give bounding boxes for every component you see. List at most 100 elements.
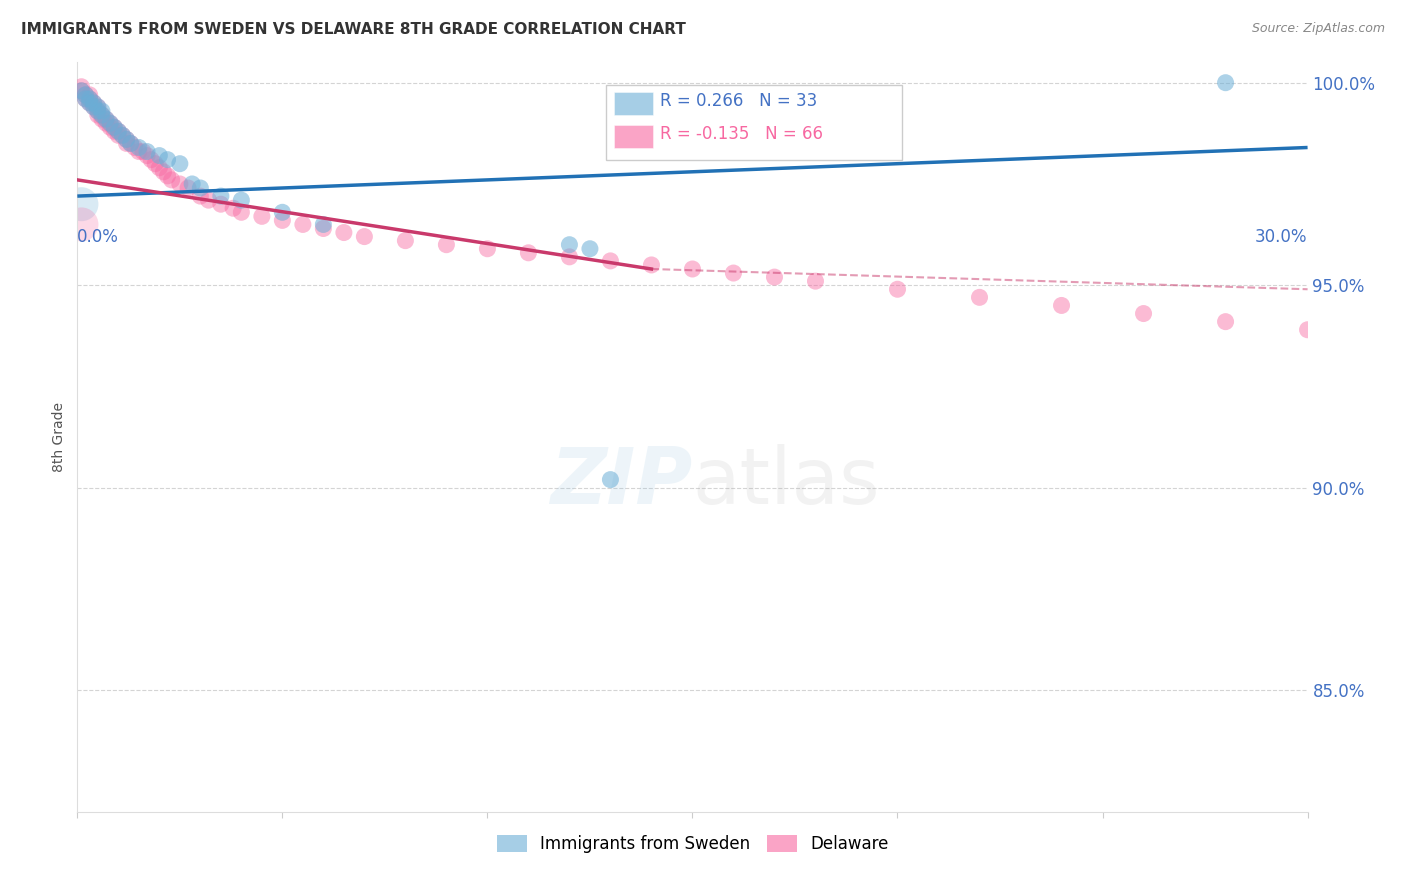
Point <box>75 87 97 102</box>
Point <box>107 124 129 138</box>
Point <box>231 205 253 219</box>
Point <box>79 92 101 106</box>
Point <box>148 161 170 175</box>
Point <box>156 169 179 183</box>
Point <box>115 132 138 146</box>
Point <box>90 108 114 122</box>
Point <box>70 197 93 211</box>
Point <box>558 250 581 264</box>
Point <box>250 210 273 224</box>
Point <box>94 112 117 127</box>
Point <box>682 262 704 277</box>
Text: 0.0%: 0.0% <box>77 227 120 246</box>
Point <box>103 120 125 135</box>
Point <box>83 100 105 114</box>
Point <box>103 120 125 135</box>
Point <box>107 128 129 143</box>
Point <box>271 205 294 219</box>
Point <box>763 270 786 285</box>
Point <box>1215 76 1237 90</box>
Point <box>886 282 908 296</box>
Point <box>136 145 159 159</box>
Point <box>111 128 134 143</box>
Text: Source: ZipAtlas.com: Source: ZipAtlas.com <box>1251 22 1385 36</box>
Point <box>312 221 335 235</box>
Point <box>599 253 621 268</box>
Point <box>558 237 581 252</box>
Point <box>136 148 159 162</box>
Text: IMMIGRANTS FROM SWEDEN VS DELAWARE 8TH GRADE CORRELATION CHART: IMMIGRANTS FROM SWEDEN VS DELAWARE 8TH G… <box>21 22 686 37</box>
Point <box>90 112 114 127</box>
Point <box>87 108 110 122</box>
Point <box>181 177 204 191</box>
FancyBboxPatch shape <box>614 126 654 148</box>
Point <box>94 116 117 130</box>
Point <box>291 218 314 232</box>
Point <box>111 128 134 143</box>
Point <box>120 136 142 151</box>
Point <box>640 258 662 272</box>
Point <box>70 79 93 94</box>
Point <box>75 87 97 102</box>
Point <box>1050 298 1073 312</box>
Point <box>1215 315 1237 329</box>
Point <box>98 116 121 130</box>
FancyBboxPatch shape <box>614 93 654 115</box>
Point <box>83 95 105 110</box>
Point <box>141 153 163 167</box>
Point <box>333 226 356 240</box>
Point <box>83 100 105 114</box>
Point <box>70 84 93 98</box>
Point <box>79 95 101 110</box>
Legend: Immigrants from Sweden, Delaware: Immigrants from Sweden, Delaware <box>489 828 896 860</box>
Point <box>75 92 97 106</box>
Point <box>169 157 191 171</box>
Point <box>394 234 416 248</box>
Point <box>197 193 219 207</box>
Text: R = -0.135   N = 66: R = -0.135 N = 66 <box>661 126 824 144</box>
Point <box>723 266 745 280</box>
Point <box>103 124 125 138</box>
Point <box>107 124 129 138</box>
Point <box>177 181 200 195</box>
Point <box>79 92 101 106</box>
Point <box>87 103 110 118</box>
Point <box>87 100 110 114</box>
Point <box>804 274 827 288</box>
Point <box>353 229 375 244</box>
Point <box>579 242 602 256</box>
Point <box>128 145 150 159</box>
Point <box>436 237 458 252</box>
Point <box>517 245 540 260</box>
Point <box>156 153 179 167</box>
Point <box>160 173 183 187</box>
Point <box>70 84 93 98</box>
Point <box>599 473 621 487</box>
Point <box>209 197 232 211</box>
Point <box>312 218 335 232</box>
Point <box>79 95 101 110</box>
Point <box>128 140 150 154</box>
Point <box>152 165 174 179</box>
Point <box>231 193 253 207</box>
Point <box>90 108 114 122</box>
Point <box>87 100 110 114</box>
Point <box>83 95 105 110</box>
Point <box>94 112 117 127</box>
Point <box>98 116 121 130</box>
Point <box>209 189 232 203</box>
Point <box>79 87 101 102</box>
Point <box>477 242 499 256</box>
Y-axis label: 8th Grade: 8th Grade <box>52 402 66 472</box>
Point <box>1132 307 1154 321</box>
Point <box>115 132 138 146</box>
Text: R = 0.266   N = 33: R = 0.266 N = 33 <box>661 93 818 111</box>
Point <box>120 136 142 151</box>
Text: 30.0%: 30.0% <box>1256 227 1308 246</box>
Point <box>222 201 245 215</box>
Point <box>969 290 991 304</box>
Point <box>143 157 166 171</box>
Point <box>87 103 110 118</box>
Point <box>75 92 97 106</box>
FancyBboxPatch shape <box>606 85 901 160</box>
